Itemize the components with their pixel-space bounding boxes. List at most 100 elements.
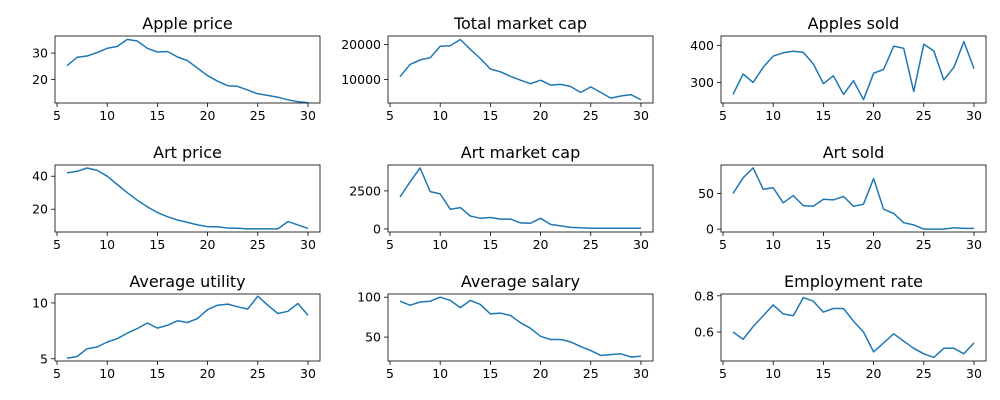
x-tick-label: 25 [916, 366, 932, 381]
y-tick-label: 0 [706, 222, 714, 237]
axes-frame [54, 164, 321, 233]
x-tick-label: 20 [533, 366, 549, 381]
x-tick-label: 20 [200, 366, 216, 381]
y-tick-label: 10 [32, 295, 48, 310]
series-line [399, 167, 641, 230]
subplot: Art sold 5 10 15 20 25 30 0 50 [698, 143, 987, 252]
x-tick-label: 10 [765, 366, 781, 381]
x-tick-label: 20 [200, 108, 216, 123]
x-tick-label: 20 [866, 366, 882, 381]
y-tick-label: 0 [373, 221, 381, 236]
x-tick-label: 5 [386, 237, 394, 252]
y-tick-label: 40 [32, 169, 48, 184]
x-tick-label: 5 [53, 108, 61, 123]
axes-frame [720, 35, 987, 104]
subplot-title: Employment rate [784, 272, 923, 291]
x-tick-label: 10 [432, 108, 448, 123]
axes-frame [387, 293, 654, 362]
x-tick-label: 5 [53, 237, 61, 252]
axes-frame [387, 35, 654, 104]
x-tick-label: 5 [719, 108, 727, 123]
x-tick-label: 15 [149, 366, 165, 381]
x-tick-label: 30 [966, 108, 982, 123]
x-tick-label: 25 [583, 108, 599, 123]
x-tick-label: 20 [533, 108, 549, 123]
subplot: Apples sold 5 10 15 20 25 30 300 400 [690, 14, 987, 123]
subplot: Employment rate 5 10 15 20 25 30 0.6 0.8 [694, 272, 987, 381]
y-tick-label: 50 [698, 186, 714, 201]
series-line [66, 167, 309, 230]
x-tick-label: 25 [916, 237, 932, 252]
x-tick-label: 10 [99, 366, 115, 381]
y-tick-label: 20000 [341, 37, 381, 52]
x-tick-label: 15 [815, 366, 831, 381]
y-tick-label: 400 [690, 38, 714, 53]
x-tick-label: 20 [200, 237, 216, 252]
x-tick-label: 15 [149, 108, 165, 123]
x-tick-label: 5 [719, 237, 727, 252]
x-tick-label: 15 [815, 108, 831, 123]
x-tick-label: 10 [432, 237, 448, 252]
y-tick-label: 20 [32, 202, 48, 217]
y-tick-label: 2500 [349, 183, 381, 198]
x-tick-label: 30 [300, 108, 316, 123]
subplot-title: Total market cap [453, 14, 587, 33]
x-tick-label: 10 [99, 108, 115, 123]
x-tick-label: 25 [250, 366, 266, 381]
x-tick-label: 5 [386, 108, 394, 123]
x-tick-label: 15 [482, 366, 498, 381]
subplot-title: Average utility [129, 272, 245, 291]
subplot-title: Art market cap [461, 143, 581, 162]
y-tick-label: 20 [32, 72, 48, 87]
x-tick-label: 20 [533, 237, 549, 252]
y-tick-label: 30 [32, 46, 48, 61]
y-tick-label: 10000 [341, 72, 381, 87]
y-tick-label: 50 [365, 330, 381, 345]
x-tick-label: 10 [99, 237, 115, 252]
y-tick-label: 0.6 [694, 325, 714, 340]
series-line [399, 296, 642, 358]
subplot: Art market cap 5 10 15 20 25 30 0 2500 [349, 143, 654, 252]
series-line [732, 167, 974, 230]
axes-frame [54, 293, 321, 362]
subplot-title: Average salary [461, 272, 580, 291]
x-tick-label: 15 [482, 237, 498, 252]
x-tick-label: 10 [765, 108, 781, 123]
subplot: Total market cap 5 10 15 20 25 30 10000 20000 [341, 14, 654, 123]
x-tick-label: 25 [916, 108, 932, 123]
x-tick-label: 10 [432, 366, 448, 381]
x-tick-label: 30 [300, 237, 316, 252]
x-tick-label: 30 [633, 108, 649, 123]
subplot: Apple price 5 10 15 20 25 30 20 30 [32, 14, 321, 123]
x-tick-label: 15 [815, 237, 831, 252]
x-tick-label: 5 [53, 366, 61, 381]
series-line [66, 295, 309, 359]
series-line [399, 38, 642, 101]
x-tick-label: 15 [149, 237, 165, 252]
x-tick-label: 5 [719, 366, 727, 381]
y-tick-label: 0.8 [694, 288, 714, 303]
axes-frame [387, 164, 654, 233]
subplot-title: Art sold [823, 143, 885, 162]
y-tick-label: 5 [40, 351, 48, 366]
x-tick-label: 15 [482, 108, 498, 123]
x-tick-label: 25 [583, 366, 599, 381]
subplot: Average salary 5 10 15 20 25 30 50 100 [357, 272, 654, 381]
x-tick-label: 25 [583, 237, 599, 252]
x-tick-label: 30 [633, 237, 649, 252]
axes-frame [720, 164, 987, 233]
x-tick-label: 30 [966, 237, 982, 252]
x-tick-label: 30 [300, 366, 316, 381]
subplot: Art price 5 10 15 20 25 30 20 40 [32, 143, 321, 252]
x-tick-label: 20 [866, 108, 882, 123]
x-tick-label: 5 [386, 366, 394, 381]
subplot-title: Apples sold [808, 14, 900, 33]
subplot: Average utility 5 10 15 20 25 30 5 10 [32, 272, 321, 381]
x-tick-label: 10 [765, 237, 781, 252]
subplot-title: Apple price [142, 14, 232, 33]
series-line [732, 296, 975, 359]
subplot-title: Art price [153, 143, 222, 162]
axes-frame [720, 293, 987, 362]
series-line [66, 38, 309, 104]
